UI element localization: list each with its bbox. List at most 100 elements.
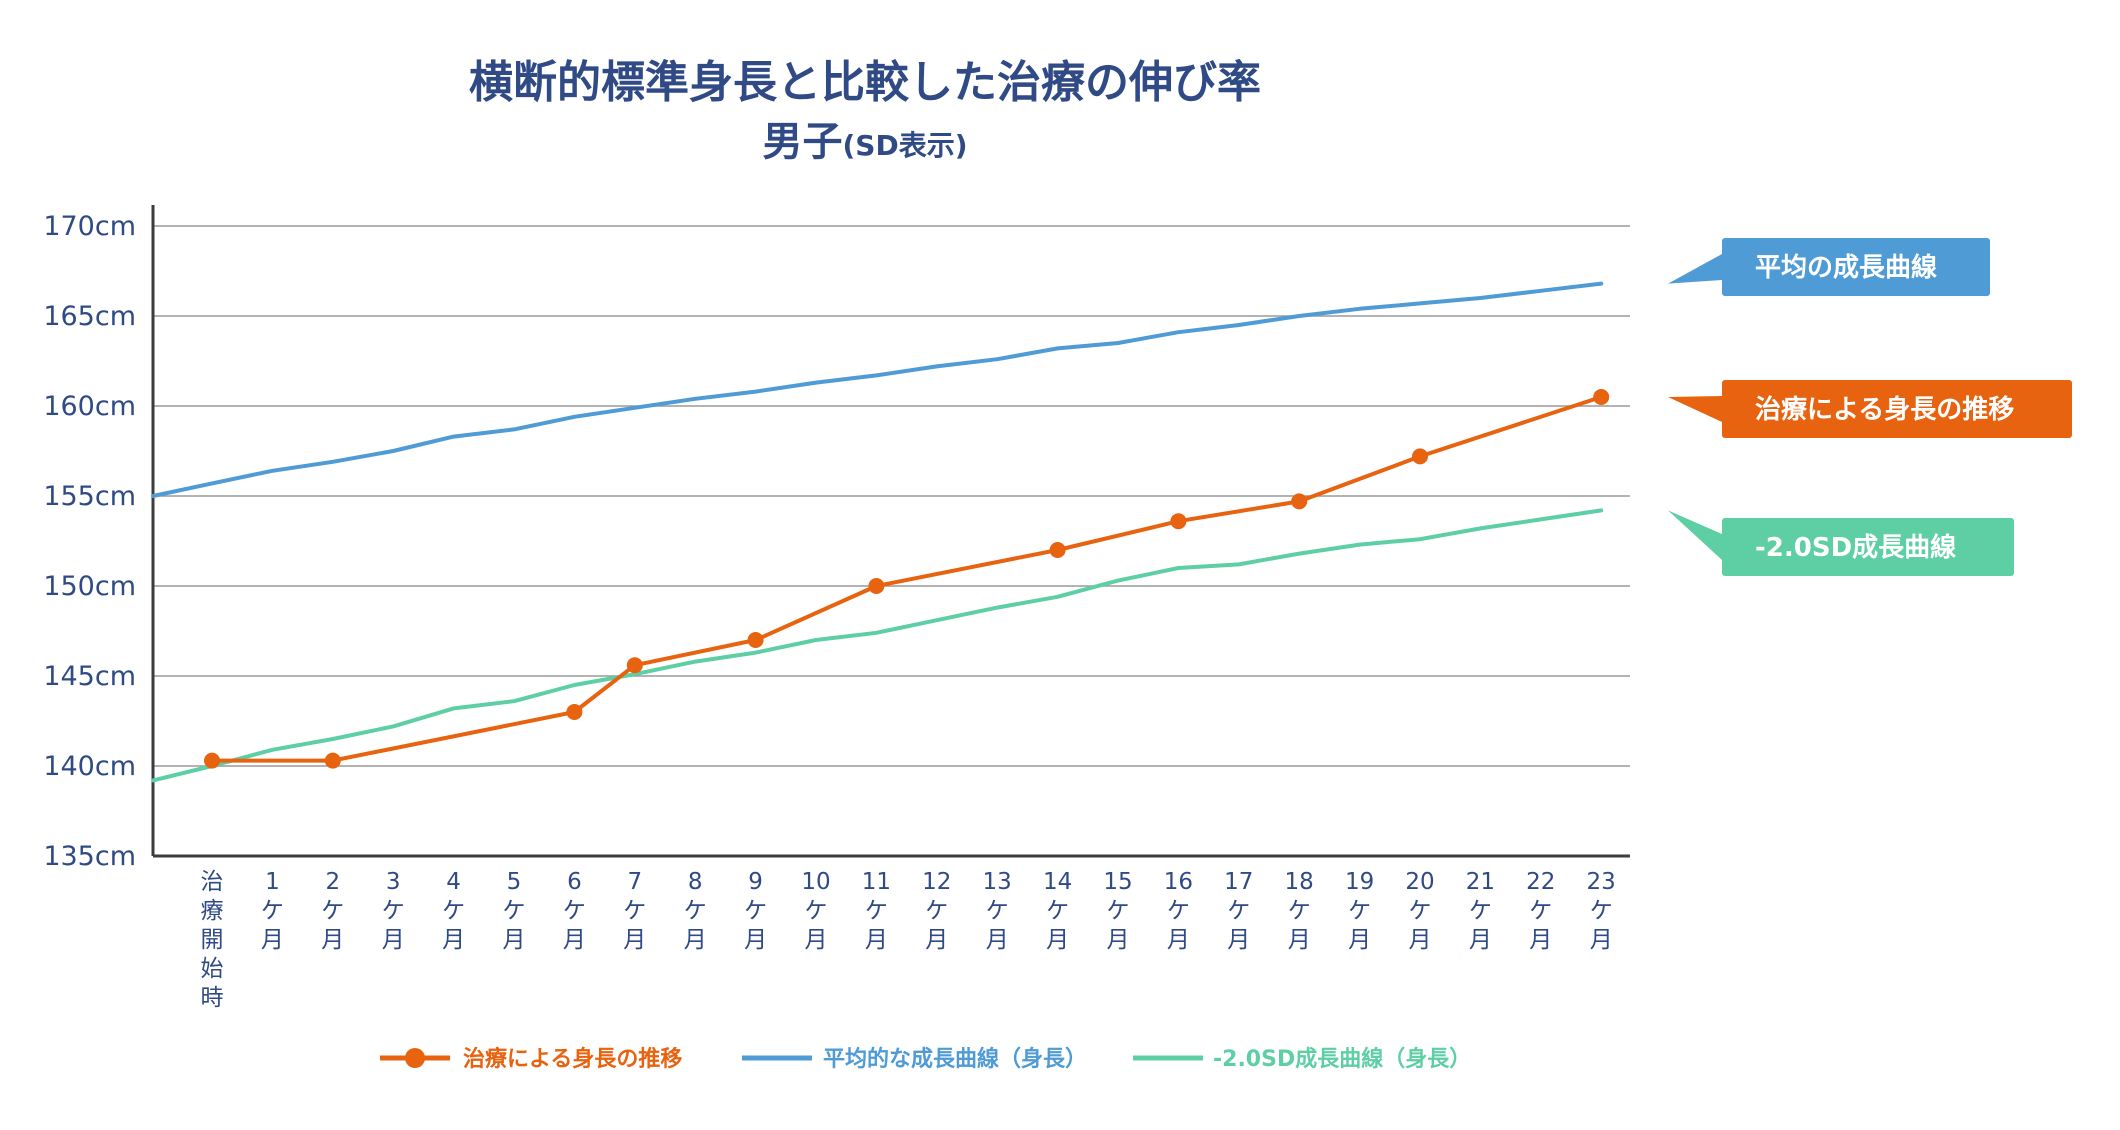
- chart-subtitle: 男子(SD表示): [762, 119, 967, 165]
- x-tick-label-line: 月: [744, 927, 767, 953]
- x-tick-label-line: 月: [503, 927, 526, 953]
- y-tick-label: 165cm: [43, 301, 136, 332]
- x-tick-label-line: 月: [684, 927, 707, 953]
- series-group: [151, 281, 1610, 783]
- x-tick-label-line: ケ: [321, 898, 344, 924]
- x-tick-label-line: ケ: [1529, 898, 1552, 924]
- x-tick-label-line: 治: [201, 869, 224, 895]
- x-tick-label-line: 月: [1529, 927, 1552, 953]
- average-callout-box: [1722, 238, 1990, 296]
- x-tick-label-line: 12: [922, 869, 951, 895]
- minus2sd-legend-label: -2.0SD成長曲線（身長）: [1213, 1046, 1471, 1072]
- x-tick-label: 21 ケ月: [1466, 869, 1495, 953]
- legend: 治療による身長の推移 平均的な成長曲線（身長） -2.0SD成長曲線（身長）: [380, 1046, 1471, 1072]
- x-tick-label: 14 ケ月: [1043, 869, 1072, 953]
- x-tick-label-line: 17: [1224, 869, 1253, 895]
- treatment-data-point: [1291, 493, 1308, 510]
- treatment-data-point: [1593, 389, 1610, 405]
- x-tick-label: 19 ケ月: [1345, 869, 1374, 953]
- x-tick-label-line: 月: [1167, 927, 1190, 953]
- grid-lines: [153, 225, 1630, 767]
- x-tick-label: 11 ケ月: [862, 869, 891, 953]
- x-tick-label: 16 ケ月: [1164, 869, 1193, 953]
- x-tick-label-line: ケ: [1590, 898, 1613, 924]
- treatment-legend-marker: [405, 1048, 425, 1068]
- treatment-data-point: [1049, 542, 1066, 558]
- x-tick-label-line: 22: [1526, 869, 1555, 895]
- x-tick-label-line: 月: [1288, 927, 1311, 953]
- y-tick-label: 145cm: [43, 661, 136, 692]
- x-tick-label: 7 ケ月: [623, 869, 646, 953]
- x-tick-label-line: 月: [623, 927, 646, 953]
- x-tick-label-line: 21: [1466, 869, 1495, 895]
- treatment-callout-pointer: [1668, 396, 1722, 422]
- x-tick-label-line: 2: [325, 869, 340, 895]
- x-tick-label-line: 9: [748, 869, 763, 895]
- x-tick-label-line: 月: [865, 927, 888, 953]
- minus2sd-callout-label: -2.0SD成長曲線: [1755, 532, 1956, 563]
- x-tick-label-line: ケ: [1046, 898, 1069, 924]
- y-axis-ticks: 170cm 165cm 160cm 155cm 150cm 145cm 140cm 135cm: [43, 211, 136, 872]
- x-tick-label-line: ケ: [865, 898, 888, 924]
- x-tick-label-line: ケ: [503, 898, 526, 924]
- treatment-data-point: [747, 632, 764, 648]
- x-tick-label-line: 4: [446, 869, 461, 895]
- treatment-data-point: [868, 578, 885, 594]
- x-tick-label-line: 月: [925, 927, 948, 953]
- treatment-data-point: [566, 704, 583, 720]
- x-tick-label: 15 ケ月: [1103, 869, 1132, 953]
- x-tick-label: 12 ケ月: [922, 869, 951, 953]
- treatment-data-point: [204, 752, 220, 769]
- x-tick-label-line: ケ: [1469, 898, 1492, 924]
- treatment-data-point: [324, 752, 341, 769]
- x-tick-label-line: 8: [688, 869, 703, 895]
- subtitle-main: 男子: [762, 119, 842, 165]
- x-tick-label-line: 20: [1405, 869, 1434, 895]
- x-tick-label-line: 18: [1285, 869, 1314, 895]
- x-tick-label: 4 ケ月: [442, 869, 465, 953]
- x-tick-label-line: ケ: [1288, 898, 1311, 924]
- x-tick-label: 5 ケ月: [503, 869, 526, 953]
- y-tick-label: 135cm: [43, 841, 136, 872]
- x-tick-label-line: 23: [1587, 869, 1616, 895]
- treatment-callout-box: [1722, 380, 2072, 438]
- treatment-callout-label: 治療による身長の推移: [1755, 394, 2014, 425]
- x-tick-label-line: 10: [801, 869, 830, 895]
- x-tick-label: 治療開始時: [201, 869, 224, 1011]
- x-tick-label-line: 月: [1046, 927, 1069, 953]
- x-tick-label-line: 始: [201, 956, 224, 982]
- average-legend-label: 平均的な成長曲線（身長）: [823, 1046, 1087, 1072]
- x-tick-label-line: ケ: [1227, 898, 1250, 924]
- y-tick-label: 140cm: [43, 751, 136, 782]
- x-tick-label-line: 月: [442, 927, 465, 953]
- y-tick-label: 155cm: [43, 481, 136, 512]
- x-tick-label-line: ケ: [623, 898, 646, 924]
- x-tick-label: 1 ケ月: [261, 869, 284, 953]
- x-tick-label-line: 7: [627, 869, 642, 895]
- treatment-legend-label: 治療による身長の推移: [463, 1046, 682, 1072]
- x-tick-label-line: 月: [1590, 927, 1613, 953]
- average-callout-pointer: [1668, 254, 1722, 284]
- subtitle-paren: (SD表示): [842, 129, 967, 162]
- x-tick-label-line: 16: [1164, 869, 1193, 895]
- x-tick-label-line: ケ: [563, 898, 586, 924]
- x-tick-label-line: ケ: [925, 898, 948, 924]
- x-tick-label-line: 3: [386, 869, 401, 895]
- treatment-data-point: [1412, 448, 1428, 465]
- x-tick-label-line: ケ: [986, 898, 1009, 924]
- x-tick-label-line: ケ: [261, 898, 284, 924]
- callouts: 平均の成長曲線 -2.0SD成長曲線 治療による身長の推移: [1668, 238, 2072, 576]
- x-tick-label-line: 開: [201, 927, 224, 953]
- x-tick-label-line: 月: [382, 927, 405, 953]
- x-tick-label: 6 ケ月: [563, 869, 586, 953]
- x-tick-label: 17 ケ月: [1224, 869, 1253, 953]
- x-tick-label-line: 月: [1348, 927, 1371, 953]
- x-tick-label-line: 13: [983, 869, 1012, 895]
- minus2sd-series-line: [151, 508, 1604, 783]
- x-tick-label-line: 療: [201, 898, 224, 924]
- x-tick-label: 18 ケ月: [1285, 869, 1314, 953]
- x-tick-label-line: 月: [1409, 927, 1432, 953]
- x-tick-label-line: 月: [261, 927, 284, 953]
- treatment-series-line: [210, 395, 1604, 763]
- y-tick-label: 150cm: [43, 571, 136, 602]
